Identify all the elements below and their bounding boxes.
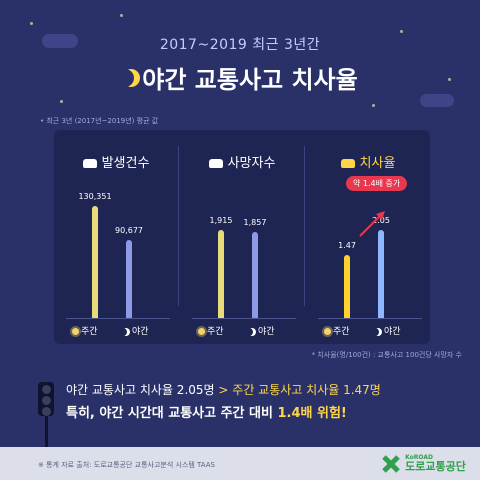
value-label: 2.05 <box>372 216 390 225</box>
star <box>60 100 63 103</box>
car-icon <box>340 159 355 168</box>
subtitle: 2017~2019 최근 3년간 <box>159 37 321 53</box>
chart-panel <box>54 130 430 344</box>
bar-night-occurrence <box>126 240 132 318</box>
label-day: 주간 <box>198 324 224 337</box>
star <box>372 104 375 107</box>
sun-icon <box>198 328 205 335</box>
koroad-logo-icon <box>382 454 400 473</box>
cloud <box>420 94 454 107</box>
traffic-light-icon <box>38 382 54 416</box>
koroad-logo: KoROAD 도로교통공단 <box>382 453 466 473</box>
conclusion-line-2: 특히, 야간 시간대 교통사고 주간 대비 1.4배 위험! <box>66 406 347 421</box>
bar-night-deaths <box>252 232 258 318</box>
label-night: 야간 <box>248 324 275 337</box>
car-icon <box>208 159 223 168</box>
chart-heading-fatality-rate: 치사율 <box>306 152 430 171</box>
moon-icon <box>122 69 140 87</box>
chart-heading-deaths: 사망자수 <box>180 152 304 171</box>
value-label: 130,351 <box>78 192 112 201</box>
baseline <box>66 318 170 319</box>
value-label: 1,915 <box>209 216 233 225</box>
note-top: • 최근 3년 (2017년~2019년) 평균 값 <box>40 117 159 125</box>
title-row: 야간 교통사고 치사율 <box>0 60 480 95</box>
baseline <box>192 318 296 319</box>
baseline <box>318 318 422 319</box>
note-bottom: * 치사율(명/100건) : 교통사고 100건당 사망자 수 <box>311 351 462 359</box>
label-night: 야간 <box>374 324 401 337</box>
value-label: 1.47 <box>338 241 356 250</box>
traffic-light-pole <box>45 416 48 447</box>
value-label: 1,857 <box>243 218 267 227</box>
star <box>30 22 33 25</box>
chart-heading-occurrence: 발생건수 <box>54 152 178 171</box>
value-label: 90,677 <box>115 226 143 235</box>
label-day: 주간 <box>72 324 98 337</box>
label-night: 야간 <box>122 324 149 337</box>
label-day: 주간 <box>324 324 350 337</box>
sun-icon <box>72 328 79 335</box>
car-icon <box>82 159 97 168</box>
increase-badge: 약 1.4배 증가 <box>346 176 408 191</box>
star <box>448 78 451 81</box>
star <box>400 30 403 33</box>
star <box>120 14 123 17</box>
conclusion-line-1: 야간 교통사고 치사율 2.05명 > 주간 교통사고 치사율 1.47명 <box>66 383 381 397</box>
footer <box>0 447 480 480</box>
moon-icon <box>374 328 382 336</box>
sun-icon <box>324 328 331 335</box>
divider <box>304 146 305 306</box>
bar-day-occurrence <box>92 206 98 318</box>
bar-day-deaths <box>218 230 224 318</box>
divider <box>178 146 179 306</box>
page-title: 야간 교통사고 치사율 <box>142 66 358 94</box>
cloud <box>42 34 78 48</box>
moon-icon <box>248 328 256 336</box>
source-note: ※ 통계 자료 출처: 도로교통공단 교통사고분석 시스템 TAAS <box>38 461 215 469</box>
bar-night-fatality <box>378 230 384 318</box>
bar-day-fatality <box>344 255 350 318</box>
arrow-up-icon <box>359 211 385 237</box>
moon-icon <box>122 328 130 336</box>
